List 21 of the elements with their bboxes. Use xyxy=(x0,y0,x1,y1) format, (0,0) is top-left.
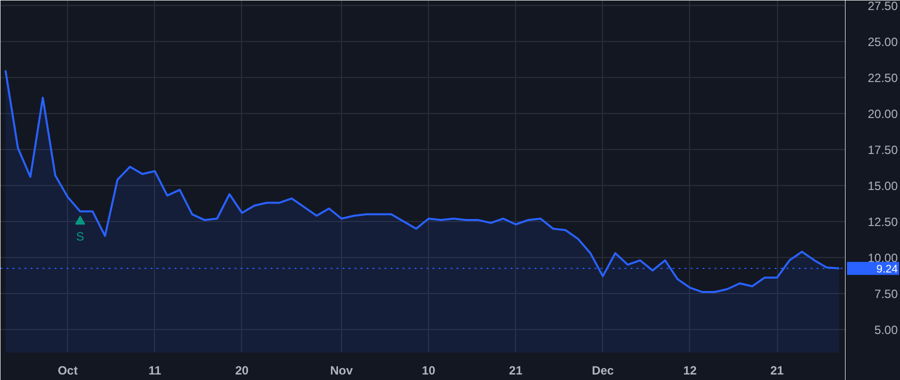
x-tick-label: Oct xyxy=(58,364,78,378)
x-tick-label: Dec xyxy=(592,364,614,378)
x-tick-label: 12 xyxy=(683,364,697,378)
y-tick-label: 7.50 xyxy=(874,286,898,301)
y-tick-label: 5.00 xyxy=(874,322,898,337)
annotation: S xyxy=(76,229,84,244)
x-tick-label: 11 xyxy=(148,364,162,378)
y-tick-label: 27.50 xyxy=(868,0,898,14)
x-tick-label: 21 xyxy=(509,364,523,378)
y-tick-label: 15.00 xyxy=(868,179,898,193)
y-tick-label: 20.00 xyxy=(868,107,898,122)
y-tick-label: 17.50 xyxy=(868,143,898,158)
x-tick-label: 21 xyxy=(770,364,784,378)
y-tick-label: 12.50 xyxy=(868,214,898,229)
x-tick-label: 10 xyxy=(422,364,436,378)
ref-line-label: 9.24 xyxy=(876,263,898,276)
y-tick-label: 10.00 xyxy=(868,250,898,265)
y-tick-label: 25.00 xyxy=(868,35,898,50)
y-tick-label: 22.50 xyxy=(868,71,898,86)
x-tick-label: 20 xyxy=(235,364,249,378)
x-tick-label: Nov xyxy=(330,364,354,378)
